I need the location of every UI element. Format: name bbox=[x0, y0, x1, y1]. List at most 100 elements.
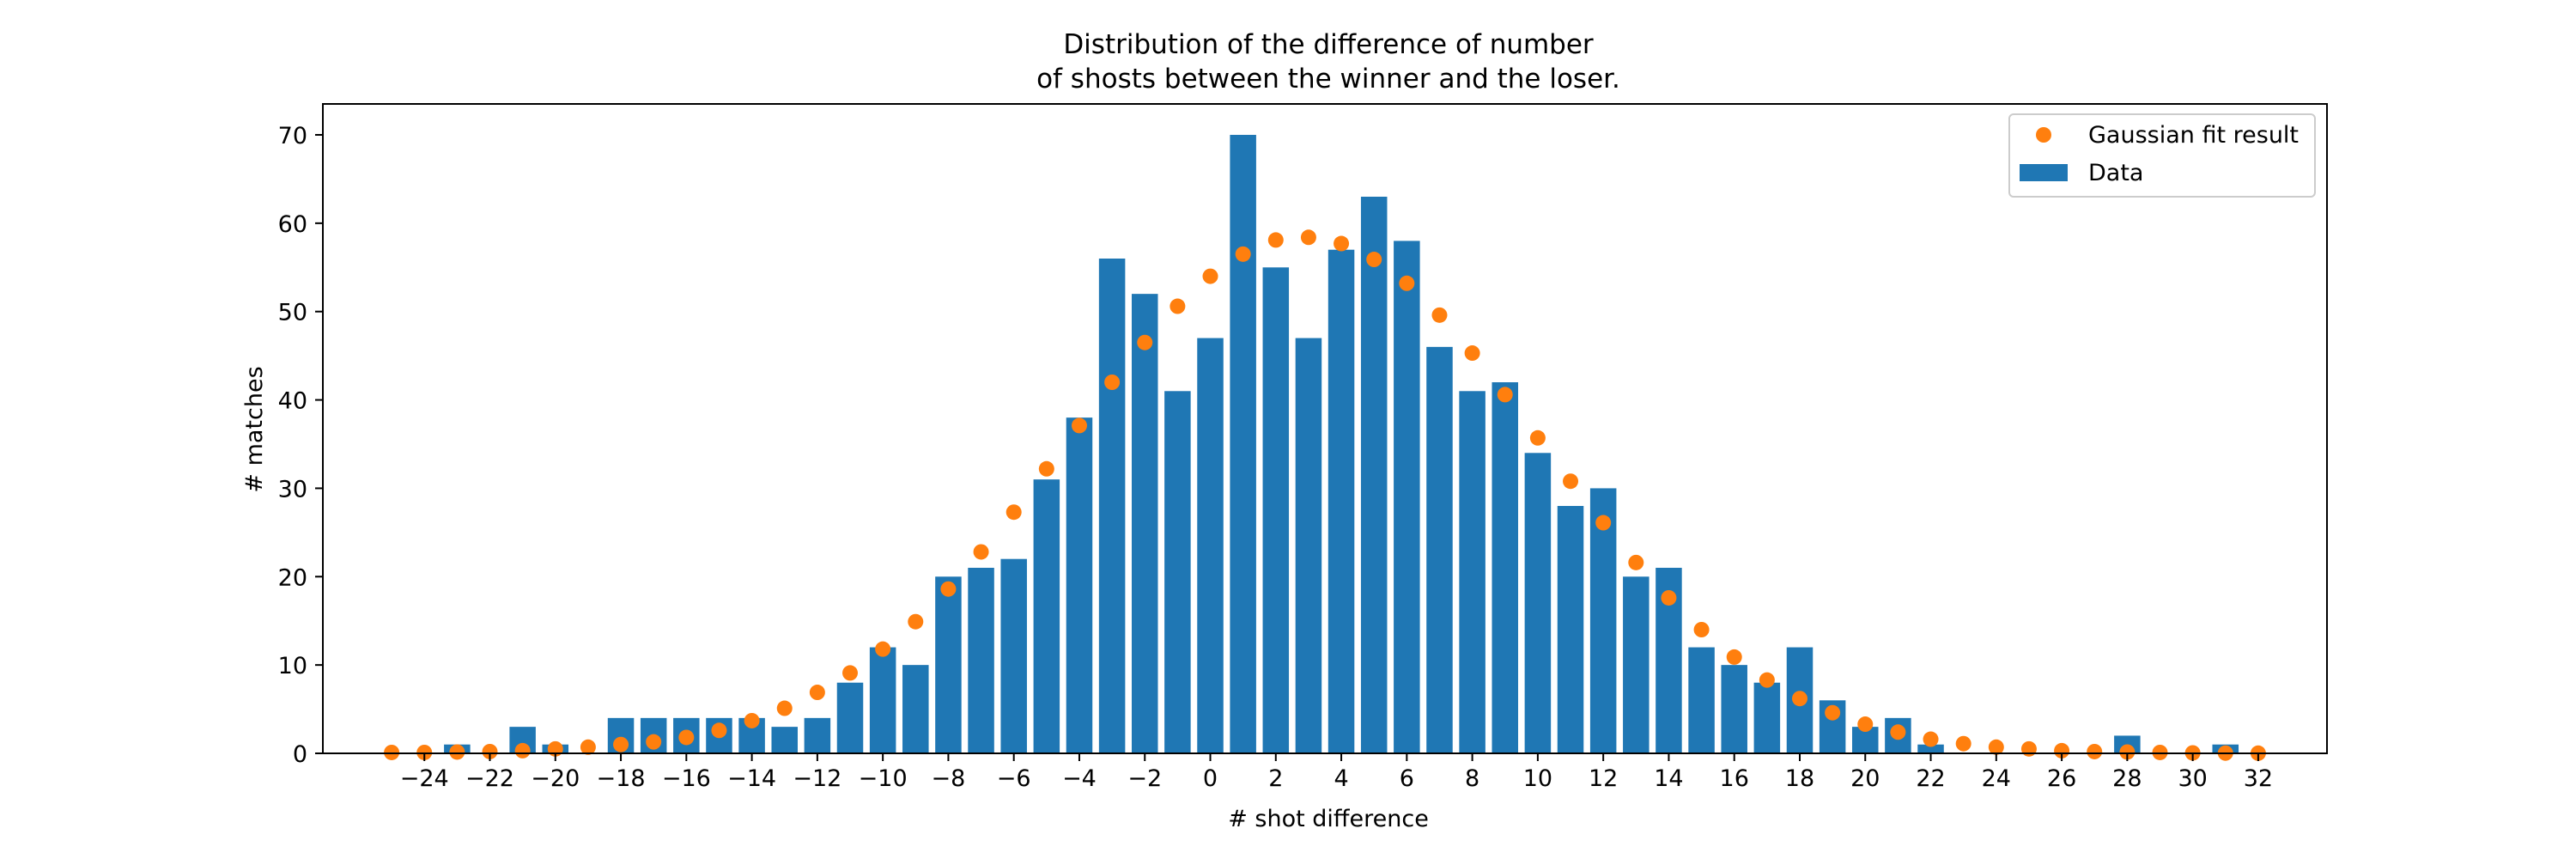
bar bbox=[1426, 346, 1453, 753]
fit-point bbox=[2054, 742, 2070, 758]
fit-point bbox=[809, 685, 825, 701]
fit-point bbox=[1497, 387, 1513, 403]
x-tick-label: 6 bbox=[1400, 765, 1414, 792]
bar bbox=[1033, 479, 1060, 753]
fit-point bbox=[1595, 515, 1612, 531]
x-tick-label: 18 bbox=[1785, 765, 1814, 792]
bar bbox=[836, 682, 864, 753]
fit-point bbox=[1693, 622, 1710, 637]
bar bbox=[869, 647, 896, 753]
x-tick-label: −18 bbox=[597, 765, 646, 792]
legend-marker-data bbox=[2020, 164, 2068, 181]
fit-point bbox=[1923, 731, 1939, 747]
fit-point bbox=[1366, 252, 1382, 268]
bar bbox=[1459, 391, 1485, 753]
bar bbox=[1394, 241, 1420, 753]
fit-point bbox=[580, 739, 596, 755]
y-axis-label: # matches bbox=[241, 366, 268, 492]
bar bbox=[968, 568, 994, 753]
x-axis-label: # shot difference bbox=[1228, 806, 1429, 832]
x-tick-label: −6 bbox=[997, 765, 1031, 792]
x-tick-label: −8 bbox=[932, 765, 966, 792]
chart-title-line1: Distribution of the difference of number bbox=[1063, 29, 1594, 60]
fit-point bbox=[1170, 298, 1186, 314]
fit-point bbox=[973, 544, 989, 560]
x-tick-label: 22 bbox=[1916, 765, 1945, 792]
fit-point bbox=[1661, 589, 1677, 606]
x-tick-label: 28 bbox=[2112, 765, 2142, 792]
legend-marker-fit bbox=[2036, 127, 2051, 143]
x-tick-label: 30 bbox=[2178, 765, 2207, 792]
x-tick-label: 24 bbox=[1982, 765, 2011, 792]
fit-point bbox=[1334, 235, 1350, 252]
fit-point bbox=[908, 613, 924, 630]
x-tick-label: 32 bbox=[2244, 765, 2273, 792]
fit-point bbox=[1137, 334, 1153, 350]
fit-point bbox=[1628, 554, 1644, 570]
bar bbox=[1066, 417, 1093, 753]
plot-area: −24 −22 −20 −18 −16 −14 −12 −10 −8 −6 −4 −2 0 2 4 6 8 10 1… bbox=[278, 103, 2328, 792]
x-tick-label: 4 bbox=[1334, 765, 1348, 792]
bar bbox=[1230, 135, 1256, 753]
legend-label-data: Data bbox=[2088, 160, 2143, 186]
bar bbox=[1721, 665, 1747, 753]
chart-title-line2: of shosts between the winner and the los… bbox=[1036, 64, 1620, 94]
bar bbox=[1557, 506, 1584, 753]
fit-point bbox=[1955, 735, 1971, 752]
fit-point bbox=[1464, 345, 1480, 362]
fit-point bbox=[2119, 744, 2136, 760]
x-tick-label: 2 bbox=[1268, 765, 1283, 792]
bar bbox=[1295, 338, 1322, 753]
fit-point bbox=[2087, 743, 2103, 759]
y-tick-label: 40 bbox=[278, 388, 307, 415]
x-tick-label: −22 bbox=[465, 765, 514, 792]
fit-point bbox=[2152, 744, 2168, 760]
bar bbox=[1623, 576, 1649, 753]
fit-point bbox=[1431, 307, 1448, 323]
x-tick-label: −2 bbox=[1127, 765, 1162, 792]
x-tick-label: −20 bbox=[531, 765, 580, 792]
x-tick-label: −14 bbox=[727, 765, 776, 792]
x-tick-label: 14 bbox=[1654, 765, 1683, 792]
bar bbox=[1000, 558, 1027, 753]
fit-point bbox=[1104, 375, 1121, 390]
fit-point bbox=[449, 744, 465, 760]
x-tick-label: 20 bbox=[1850, 765, 1880, 792]
legend: Gaussian fit result Data bbox=[2008, 113, 2316, 198]
bar bbox=[1524, 453, 1552, 753]
x-tick-label: −16 bbox=[662, 765, 711, 792]
x-tick-label: −24 bbox=[400, 765, 449, 792]
axes-frame bbox=[322, 103, 2328, 754]
x-tick-label: 10 bbox=[1523, 765, 1552, 792]
fit-point bbox=[1791, 691, 1807, 707]
bar bbox=[804, 717, 831, 753]
fit-point bbox=[1857, 716, 1874, 733]
fit-point bbox=[1300, 229, 1316, 246]
legend-label-fit: Gaussian fit result bbox=[2088, 122, 2299, 149]
fit-point bbox=[1038, 460, 1054, 477]
fit-point bbox=[416, 744, 433, 760]
fit-point bbox=[1529, 430, 1546, 446]
x-tick-label: −4 bbox=[1062, 765, 1097, 792]
fit-point bbox=[1563, 473, 1579, 490]
fit-point bbox=[744, 712, 760, 728]
x-tick-label: 12 bbox=[1589, 765, 1618, 792]
bar bbox=[1327, 249, 1355, 754]
fit-point bbox=[1988, 739, 2004, 755]
bar bbox=[1688, 647, 1715, 753]
bar bbox=[902, 665, 929, 753]
y-tick-label: 0 bbox=[293, 741, 307, 768]
bar bbox=[1753, 682, 1781, 753]
bar bbox=[1589, 488, 1617, 753]
y-tick-label: 30 bbox=[278, 476, 307, 503]
fit-point bbox=[1267, 232, 1284, 248]
fit-point bbox=[711, 722, 727, 739]
fit-point bbox=[613, 736, 629, 752]
fit-point bbox=[1726, 649, 1742, 665]
bar bbox=[1197, 338, 1224, 753]
x-tick-label: 26 bbox=[2047, 765, 2076, 792]
bar bbox=[1131, 294, 1158, 753]
x-tick-label: 8 bbox=[1465, 765, 1479, 792]
fit-point bbox=[384, 744, 400, 760]
fit-point bbox=[678, 729, 695, 746]
